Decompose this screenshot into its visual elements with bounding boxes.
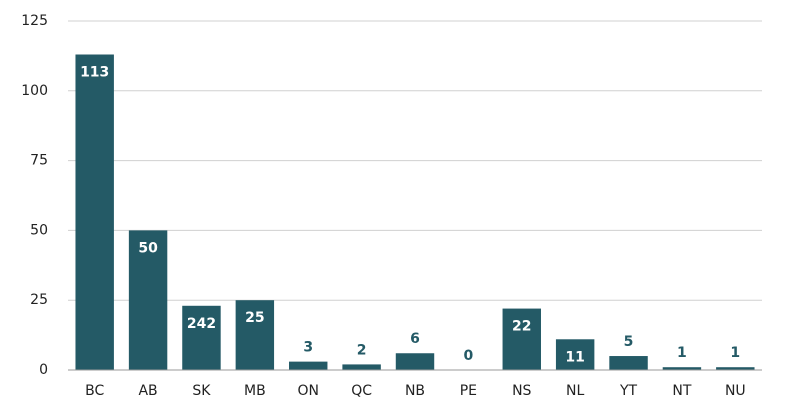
y-tick-label: 125: [21, 13, 48, 29]
x-tick-label: NU: [725, 383, 746, 399]
y-tick-label: 50: [30, 222, 48, 238]
x-tick-label: ON: [297, 383, 319, 399]
data-label: 2: [357, 342, 367, 358]
x-tick-label: QC: [351, 383, 372, 399]
bar: [716, 367, 755, 370]
data-label: 0: [464, 348, 474, 364]
data-label: 6: [410, 331, 420, 347]
data-label: 1: [730, 345, 740, 361]
y-tick-label: 0: [39, 362, 48, 378]
bar: [128, 230, 168, 370]
bar: [182, 305, 221, 370]
x-tick-label: AB: [138, 383, 157, 399]
bar: [502, 308, 541, 370]
x-tick-label: NT: [672, 383, 691, 399]
bar: [662, 367, 702, 370]
x-tick-label: SK: [192, 383, 211, 399]
data-label: 113: [80, 65, 109, 81]
x-tick-label: NB: [405, 383, 425, 399]
y-tick-label: 25: [30, 292, 48, 308]
y-tick-label: 75: [30, 153, 48, 169]
data-label: 22: [512, 319, 531, 335]
x-tick-label: NS: [512, 383, 531, 399]
bar: [342, 364, 381, 370]
data-label: 25: [245, 310, 264, 326]
x-tick-label: MB: [244, 383, 266, 399]
bar: [235, 300, 275, 370]
data-label: 242: [187, 316, 216, 332]
bar: [555, 339, 595, 370]
data-label: 3: [303, 340, 313, 356]
bar: [395, 353, 435, 370]
bar: [289, 361, 328, 370]
data-label: 11: [565, 349, 584, 365]
data-label: 50: [138, 240, 158, 256]
y-tick-label: 100: [21, 83, 48, 99]
data-label: 1: [677, 345, 687, 361]
x-tick-label: NL: [566, 383, 584, 399]
x-tick-label: YT: [619, 383, 638, 399]
x-tick-label: PE: [460, 383, 477, 399]
bar: [75, 54, 114, 371]
bar: [609, 356, 648, 370]
x-tick-label: BC: [85, 383, 104, 399]
data-label: 5: [624, 334, 634, 350]
